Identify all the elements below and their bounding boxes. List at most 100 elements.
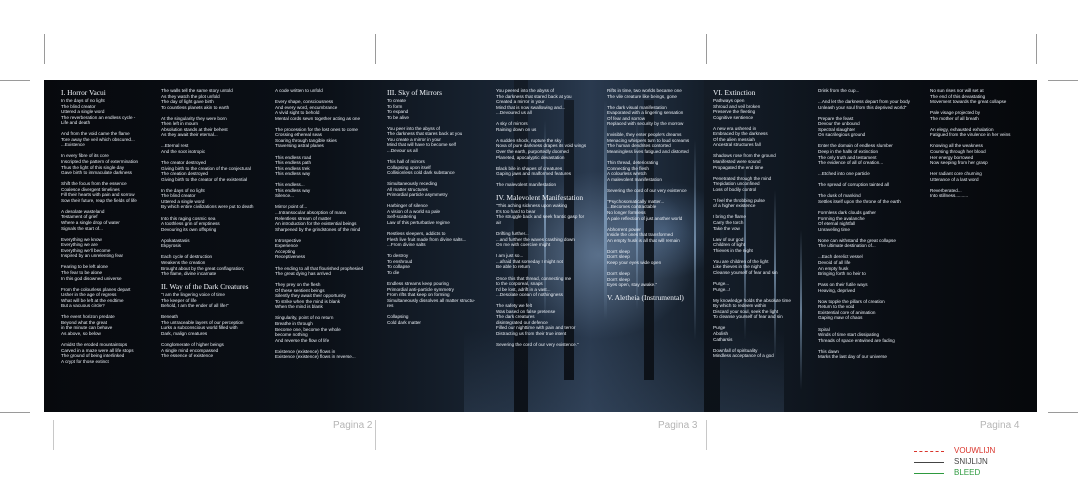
lyric-line: Signals the start of... (61, 225, 103, 231)
lyric-line: Mental cords sewn together acting as one (275, 115, 361, 121)
lyric-line: Severing the cord of our very existence.… (496, 342, 579, 348)
lyric-line: Uttered a single word (61, 109, 105, 115)
lyric-line: You create a mirror in your (387, 136, 441, 142)
lyric-line: Beneath (161, 314, 179, 320)
lyric-line: Existence (existence) flows in (275, 348, 336, 354)
lyric-line: My knowledge holds the absolute time (713, 297, 791, 303)
lyric-line: Law of this perturbative regime (387, 220, 450, 226)
lyric-line: In the days of no light (161, 187, 205, 193)
lyric-line: Breathe in through (275, 320, 313, 326)
lyric-line: Settles itself upon the throne of the ea… (818, 198, 901, 204)
lyrics-column: VI. Extinction Pathways open Shroud and ve… (713, 88, 817, 359)
lyric-line: Mind that will have to become self (387, 142, 456, 148)
lyric-line: You peered into the abyss of (496, 88, 555, 93)
lyrics-column: No sun rises nor will set at The end of t… (930, 88, 1034, 199)
lyric-line: Discard your soul, seek the light (713, 308, 779, 314)
lyric-line: Beyond what the great (61, 319, 107, 325)
light-beam (800, 230, 802, 390)
lyric-line: Spiral (818, 326, 830, 332)
fold-mark (375, 34, 376, 64)
lyric-line: Cleanse yourself of fear and sin (713, 269, 778, 275)
lyric-line: The vile creature like beings, gone (607, 93, 677, 99)
lyric-line: Existential core of animation (818, 309, 876, 315)
lyric-line: It's too hard to bear (496, 208, 536, 214)
lyric-line: Gaping jaws and malformed features (496, 171, 572, 177)
lyric-line: This endless way (275, 171, 311, 177)
lyric-line: Was based on false pretense (496, 308, 556, 314)
lyric-line: Soaring through tangible skies (275, 137, 337, 143)
page-number: Pagina 4 (980, 420, 1020, 431)
lyric-line: Self-scattering (387, 214, 417, 220)
lyric-line: The keeper of life (161, 297, 197, 303)
lyric-line: Of these sentient beings (275, 287, 325, 293)
lyric-line: Sharpened by the grindstones of the mind (275, 226, 361, 232)
lyric-line: Law of our god (713, 236, 744, 242)
lyric-line: A vision of a world so pale (387, 208, 441, 214)
lyric-line: To cleanse yourself of fear and sin (713, 314, 783, 320)
lyric-line: Absolution stands at their behest (161, 126, 228, 132)
lyric-line: By which entire civilizations were put t… (161, 204, 254, 210)
lyric-line: Gaping maw of chaos (818, 315, 863, 321)
pillar (644, 100, 654, 380)
lyric-line: A sky of mirrors (496, 121, 528, 127)
lyric-line: Simultaneously receding (387, 181, 438, 187)
lyric-line: Preserve the fleeting (713, 109, 756, 115)
lyric-line: In every fibre of its core (61, 153, 109, 159)
lyric-line: Inspired by an unrelenting fear (61, 253, 124, 259)
section-heading: II. Way of the Dark Creatures (161, 282, 249, 292)
lyric-line: Like thieves in the night (713, 264, 762, 270)
fold-mark (375, 420, 376, 450)
legend-label: VOUWLIJN (954, 446, 996, 455)
lyric-line: Over the earth, purportedly doomed (496, 149, 569, 155)
lyric-line: Pathways open (713, 98, 745, 103)
lyric-line: Keep your eyes wide open (607, 259, 662, 265)
lyric-line: By which to redeem within (713, 303, 767, 309)
lyric-line: No sun rises nor will set at (930, 88, 984, 93)
lyric-line: Experience (275, 243, 298, 249)
lyric-line: The darkness that stares back at you (387, 131, 463, 137)
lyric-line: Once this that thread, connecting me (496, 275, 572, 281)
lyric-line: The great dying has arrived (275, 271, 331, 277)
crop-mark (44, 34, 45, 64)
lyric-line: Cold dark matter (387, 319, 421, 325)
lyric-line: Mind that is now swallowing and... (496, 104, 566, 110)
lyric-line: Primordial particle asymmetry (387, 192, 448, 198)
lyric-line: A colourless wretch (607, 171, 647, 177)
lyrics-column: I. Horror Vacui In the days of no light Th… (61, 88, 159, 364)
lyric-line: The spread of corruption tainted all (818, 182, 889, 188)
lyric-line: Everything we are (61, 242, 98, 248)
lyric-line: Formless dark clouds gather (818, 210, 876, 216)
lyric-line: The blind creator (161, 193, 196, 199)
lyric-line: Utterance of a last word (930, 176, 979, 182)
lyric-line: This endless... (275, 182, 305, 188)
lyric-line: Bringing forth no heir to (818, 271, 866, 277)
lyric-line: To countless planets akin to earth (161, 104, 230, 110)
lyric-line: Weakens the creation (161, 259, 206, 265)
lyric-line: A single mind encompassed (161, 347, 219, 353)
lyric-line: What will be left at the endtime (61, 297, 124, 303)
lyric-line: Coalesce divergent timelines (61, 186, 120, 192)
lyric-line: Black bile in shapes of creatures (496, 165, 563, 171)
lyric-line: A vivid sight to behold (275, 110, 320, 116)
lyric-line: None can withstand the great collapse (818, 237, 896, 243)
lyric-line: Carved in a maze were all life stops (61, 347, 134, 353)
lyric-line: From rifts that keep on forming (387, 292, 450, 298)
lyric-line: The day of light gave birth (161, 99, 214, 105)
lyric-line: in the minute can behave (61, 325, 113, 331)
lyric-line: Collisionless cold dark substance (387, 170, 455, 176)
lyric-line: Each cycle of destruction (161, 254, 213, 260)
lyric-line: Giving birth to the creation of the conj… (161, 165, 251, 171)
lyric-line: Pale visage projected by (930, 110, 981, 116)
lyric-line: You are children of the light (713, 258, 769, 264)
fold-line-swatch (914, 451, 944, 452)
lyric-line: The essence of existence (161, 353, 214, 359)
lyric-line: Ekpyrosis (161, 243, 181, 249)
lyric-line: Flesh live fruit made from divine salts.… (387, 236, 467, 242)
lyric-line: Life and death (61, 120, 91, 126)
lyric-line: Testament of grief (61, 214, 98, 220)
lyric-line: "I am the lingering voice of time (161, 292, 225, 298)
fold-mark (706, 420, 707, 450)
lyric-line: On me with coercive might (496, 242, 551, 248)
lyric-line: ...Desolate ocean of nothingness (496, 292, 563, 298)
lyric-line: Catharsis (713, 336, 733, 342)
